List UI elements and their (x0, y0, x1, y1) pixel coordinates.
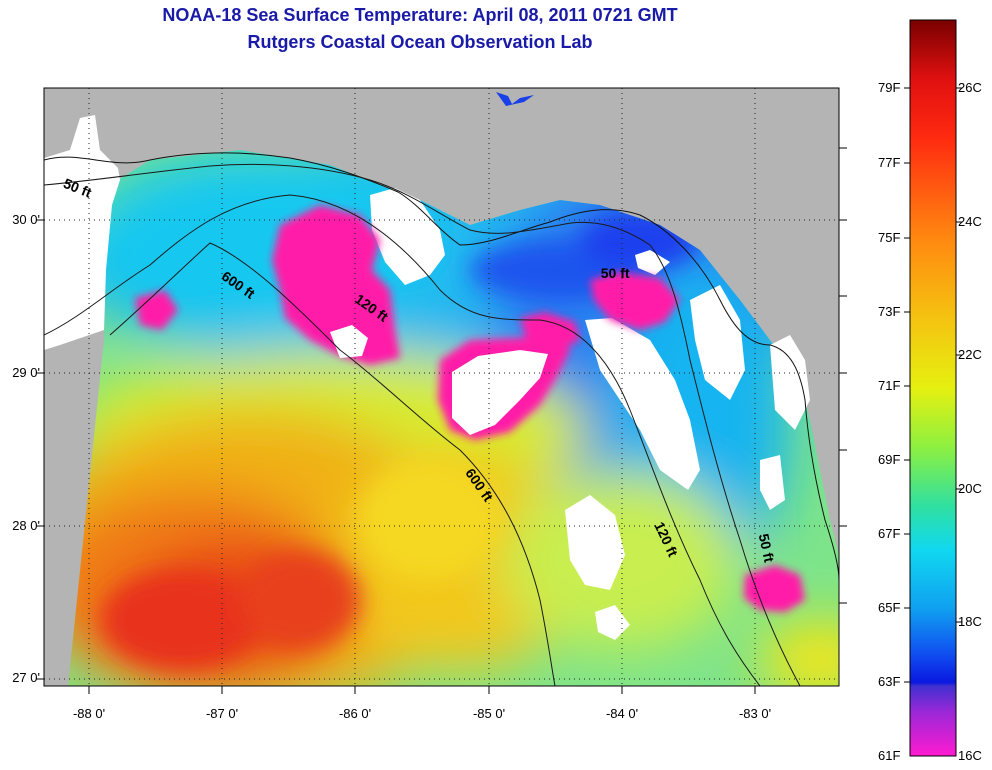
colorbar-f-label: 75F (878, 230, 901, 245)
contour-label: 50 ft (601, 265, 630, 281)
lat-label-27: 27 0' (12, 670, 40, 685)
lon-label-87: -87 0' (205, 706, 239, 721)
lon-label-88: -88 0' (72, 706, 106, 721)
colorbar-f-label: 67F (878, 526, 901, 541)
depth-contours (44, 163, 801, 686)
colorbar-c-label: 16C (958, 748, 982, 763)
lat-label-28: 28 0' (12, 518, 40, 533)
lon-label-86: -86 0' (338, 706, 372, 721)
colorbar-f-label: 61F (878, 748, 901, 763)
colorbar-c-label: 22C (958, 347, 982, 362)
lon-label-83: -83 0' (738, 706, 772, 721)
contour-label: 50 ft (756, 532, 778, 564)
colorbar-f-label: 69F (878, 452, 901, 467)
contour-120ft (44, 194, 761, 686)
colorbar-c-label: 20C (958, 481, 982, 496)
map-frame (43, 87, 840, 687)
colorbar-c-label: 26C (958, 80, 982, 95)
lake-patch (496, 92, 534, 106)
colorbar-scale (909, 19, 957, 757)
colorbar-f-label: 63F (878, 674, 901, 689)
colorbar-c-label: 18C (958, 614, 982, 629)
coastline (44, 152, 839, 581)
lat-label-29: 29 0' (12, 365, 40, 380)
lon-label-84: -84 0' (605, 706, 639, 721)
contour-600ft (109, 242, 556, 686)
contour-50ft (44, 163, 801, 686)
colorbar-c-label: 24C (958, 214, 982, 229)
colorbar (904, 19, 962, 757)
colorbar-f-label: 73F (878, 304, 901, 319)
cloud-mask (370, 188, 810, 640)
lon-label-85: -85 0' (472, 706, 506, 721)
chart-title: NOAA-18 Sea Surface Temperature: April 0… (162, 5, 678, 25)
land-mask-west (44, 115, 120, 350)
colorbar-f-label: 65F (878, 600, 901, 615)
chart-subtitle: Rutgers Coastal Ocean Observation Lab (247, 32, 593, 52)
colorbar-f-label: 79F (878, 80, 901, 95)
axis-ticks (36, 147, 847, 694)
lat-label-30: 30 0' (12, 212, 40, 227)
colorbar-f-label: 77F (878, 155, 901, 170)
colorbar-f-label: 71F (878, 378, 901, 393)
